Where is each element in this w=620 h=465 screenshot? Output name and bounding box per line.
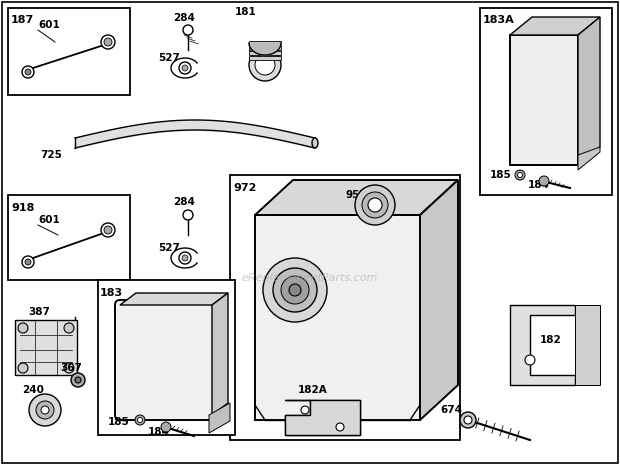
Text: 184: 184 xyxy=(148,427,170,437)
Circle shape xyxy=(518,173,523,178)
Circle shape xyxy=(75,377,81,383)
Circle shape xyxy=(281,276,309,304)
Circle shape xyxy=(460,412,476,428)
Circle shape xyxy=(64,363,74,373)
Circle shape xyxy=(289,284,301,296)
Text: 187: 187 xyxy=(11,15,34,25)
Circle shape xyxy=(135,415,145,425)
Circle shape xyxy=(161,422,171,432)
Circle shape xyxy=(183,210,193,220)
Text: 725: 725 xyxy=(40,150,62,160)
Circle shape xyxy=(179,252,191,264)
Polygon shape xyxy=(510,305,575,385)
Ellipse shape xyxy=(312,138,318,148)
Bar xyxy=(249,51,281,55)
Polygon shape xyxy=(120,293,228,305)
Text: 957: 957 xyxy=(345,190,367,200)
Text: 184: 184 xyxy=(528,180,550,190)
Circle shape xyxy=(179,62,191,74)
Polygon shape xyxy=(285,400,360,435)
Circle shape xyxy=(539,176,549,186)
Text: 182A: 182A xyxy=(298,385,328,395)
FancyBboxPatch shape xyxy=(115,300,217,420)
Text: 918: 918 xyxy=(11,203,34,213)
Polygon shape xyxy=(420,180,458,420)
Text: 527: 527 xyxy=(158,243,180,253)
Polygon shape xyxy=(578,17,600,165)
Circle shape xyxy=(464,416,472,424)
Circle shape xyxy=(525,355,535,365)
Polygon shape xyxy=(249,43,281,55)
Text: eReplacementParts.com: eReplacementParts.com xyxy=(242,273,378,283)
Polygon shape xyxy=(255,180,458,215)
Circle shape xyxy=(362,192,388,218)
Text: 182: 182 xyxy=(540,335,562,345)
Text: 284: 284 xyxy=(173,197,195,207)
Circle shape xyxy=(29,394,61,426)
Polygon shape xyxy=(510,35,578,165)
Circle shape xyxy=(104,38,112,46)
Polygon shape xyxy=(212,293,228,415)
Circle shape xyxy=(515,170,525,180)
Circle shape xyxy=(71,373,85,387)
Circle shape xyxy=(22,256,34,268)
Circle shape xyxy=(336,423,344,431)
Bar xyxy=(249,46,281,50)
Circle shape xyxy=(138,418,143,423)
Circle shape xyxy=(64,323,74,333)
Circle shape xyxy=(273,268,317,312)
Polygon shape xyxy=(575,305,600,385)
Text: 601: 601 xyxy=(38,215,60,225)
Text: 367: 367 xyxy=(60,363,82,373)
Text: 240: 240 xyxy=(22,385,44,395)
Text: 527: 527 xyxy=(158,53,180,63)
Text: 674: 674 xyxy=(440,405,462,415)
Circle shape xyxy=(101,35,115,49)
Circle shape xyxy=(25,259,31,265)
Text: 185: 185 xyxy=(490,170,511,180)
Polygon shape xyxy=(285,400,360,435)
Circle shape xyxy=(182,65,188,71)
Circle shape xyxy=(18,323,28,333)
Bar xyxy=(249,41,281,45)
Circle shape xyxy=(22,66,34,78)
Circle shape xyxy=(41,406,49,414)
Circle shape xyxy=(368,198,382,212)
Circle shape xyxy=(104,226,112,234)
Bar xyxy=(230,175,460,440)
Text: 601: 601 xyxy=(38,20,60,30)
Bar xyxy=(98,280,235,435)
Text: 183A: 183A xyxy=(483,15,515,25)
Circle shape xyxy=(25,69,31,75)
Circle shape xyxy=(36,401,54,419)
Polygon shape xyxy=(578,147,600,170)
Circle shape xyxy=(255,55,275,75)
Circle shape xyxy=(249,49,281,81)
Bar xyxy=(8,8,130,95)
Bar xyxy=(8,195,130,280)
Text: 387: 387 xyxy=(28,307,50,317)
Text: 972: 972 xyxy=(233,183,257,193)
Bar xyxy=(249,56,281,60)
Circle shape xyxy=(18,363,28,373)
Text: 284: 284 xyxy=(173,13,195,23)
Text: 183: 183 xyxy=(100,288,123,298)
Polygon shape xyxy=(209,403,230,433)
Circle shape xyxy=(301,406,309,414)
Text: 181: 181 xyxy=(235,7,257,17)
Circle shape xyxy=(183,25,193,35)
Circle shape xyxy=(182,255,188,261)
Polygon shape xyxy=(510,17,600,35)
Circle shape xyxy=(101,223,115,237)
Polygon shape xyxy=(15,320,77,375)
Text: 185: 185 xyxy=(108,417,130,427)
Bar xyxy=(480,8,612,195)
Polygon shape xyxy=(255,215,420,420)
Circle shape xyxy=(355,185,395,225)
Circle shape xyxy=(263,258,327,322)
